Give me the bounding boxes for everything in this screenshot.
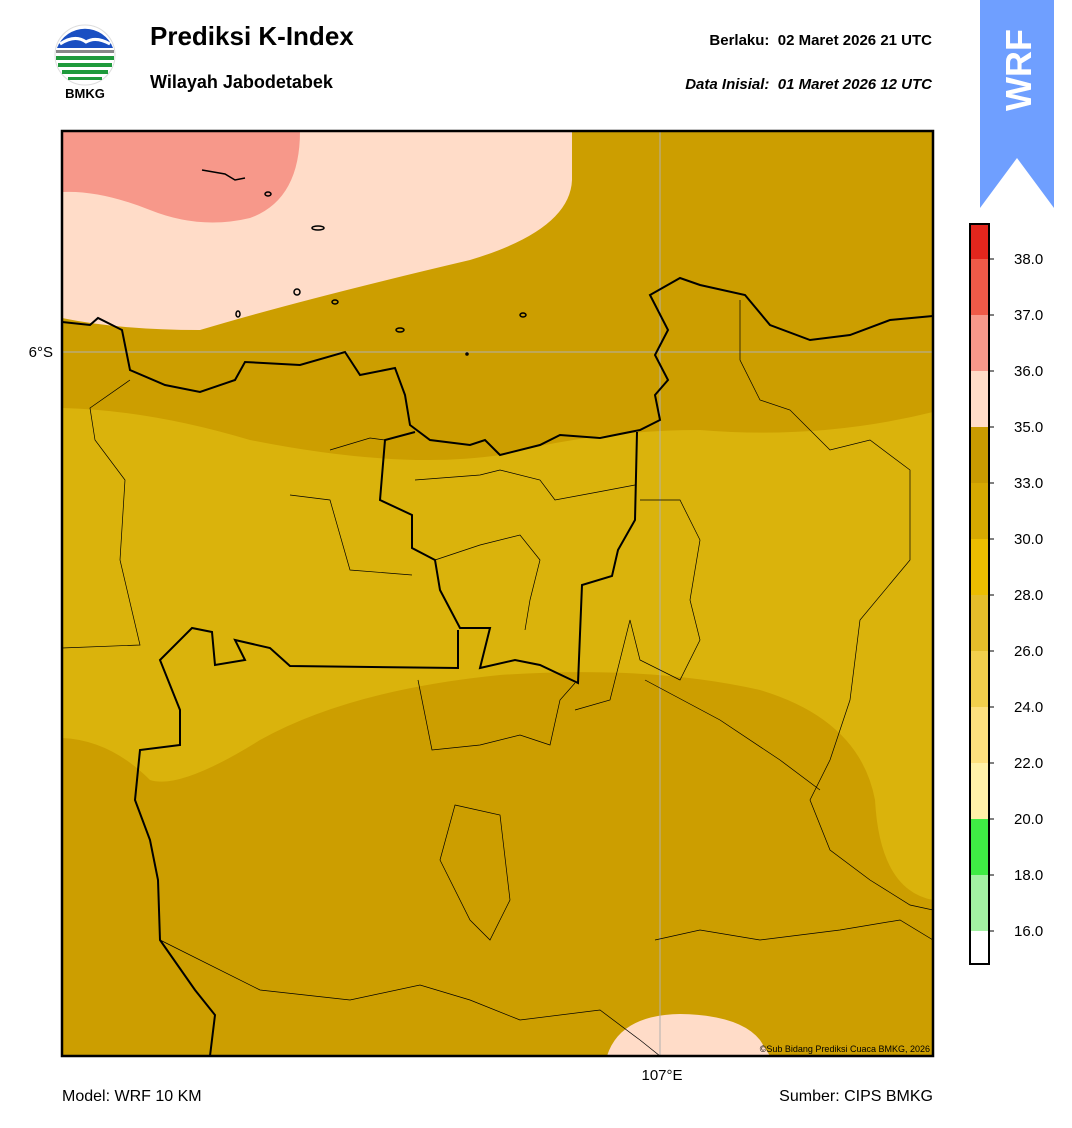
colorbar-band <box>970 707 989 763</box>
map-frame <box>60 129 935 1058</box>
colorbar-label: 26.0 <box>1014 643 1043 660</box>
subtitle: Wilayah Jabodetabek <box>150 72 334 92</box>
colorbar-band <box>970 651 989 707</box>
model-info: Model: WRF 10 KM <box>62 1088 202 1105</box>
colorbar-label: 36.0 <box>1014 363 1043 380</box>
colorbar-label: 22.0 <box>1014 755 1043 772</box>
init-time: Data Inisial: 01 Maret 2026 12 UTC <box>685 76 933 93</box>
colorbar-band <box>970 483 989 539</box>
valid-time: Berlaku: 02 Maret 2026 21 UTC <box>709 32 932 49</box>
lat-label: 6°S <box>29 344 53 361</box>
colorbar-label: 30.0 <box>1014 531 1043 548</box>
colorbar-frame <box>969 223 990 965</box>
colorbar-label: 33.0 <box>1014 475 1043 492</box>
colorbar-band <box>970 595 989 651</box>
colorbar-label: 20.0 <box>1014 811 1043 828</box>
colorbar: 38.0 37.0 36.0 35.0 33.0 30.0 28.0 26.0 24.0 22.0… <box>969 223 1043 965</box>
source-info: Sumber: CIPS BMKG <box>779 1088 933 1105</box>
colorbar-band <box>970 371 989 427</box>
lon-label: 107°E <box>641 1067 682 1084</box>
logo-text: BMKG <box>65 86 105 101</box>
colorbar-band <box>970 224 989 259</box>
colorbar-band <box>970 315 989 371</box>
colorbar-band <box>970 931 989 964</box>
colorbar-band <box>970 875 989 931</box>
colorbar-label: 28.0 <box>1014 587 1043 604</box>
title: Prediksi K-Index <box>150 21 354 51</box>
logo: BMKG <box>54 24 116 101</box>
colorbar-band <box>970 427 989 483</box>
colorbar-label: 37.0 <box>1014 307 1043 324</box>
model-badge: WRF <box>980 0 1054 208</box>
colorbar-label: 16.0 <box>1014 923 1043 940</box>
map: ©Sub Bidang Prediksi Cuaca BMKG, 2026 <box>62 131 933 1056</box>
colorbar-band <box>970 539 989 595</box>
colorbar-band <box>970 819 989 875</box>
colorbar-label: 35.0 <box>1014 419 1043 436</box>
colorbar-band <box>970 259 989 315</box>
colorbar-label: 24.0 <box>1014 699 1043 716</box>
credit: ©Sub Bidang Prediksi Cuaca BMKG, 2026 <box>760 1044 930 1054</box>
colorbar-label: 38.0 <box>1014 251 1043 268</box>
colorbar-band <box>970 763 989 819</box>
badge-text: WRF <box>998 29 1039 111</box>
colorbar-label: 18.0 <box>1014 867 1043 884</box>
